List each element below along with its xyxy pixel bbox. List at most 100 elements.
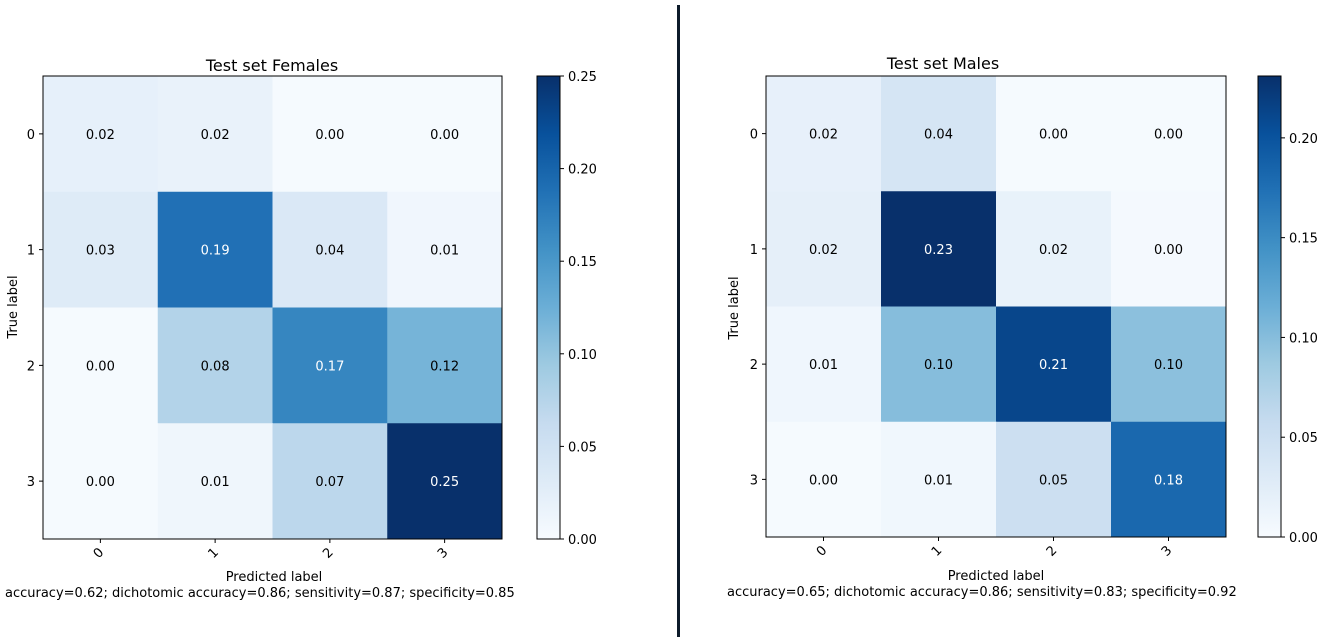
heatmap-cell [766,306,882,423]
cell-value-label: 0.23 [924,243,953,258]
colorbar-tick-label: 0.00 [568,533,597,548]
y-tick-label: 0 [750,128,758,143]
cell-value-label: 0.00 [86,359,115,374]
cell-value-label: 0.21 [1039,358,1068,373]
heatmap-cell [1111,191,1227,307]
heatmap-cell [272,423,388,540]
cell-value-label: 0.01 [924,473,953,488]
cell-value-label: 0.01 [809,358,838,373]
cell-value-label: 0.18 [1154,473,1183,488]
heatmap-cells [43,76,503,540]
cell-value-label: 0.00 [1039,128,1068,143]
heatmap-cell [43,307,159,424]
x-tick-label: 0 [814,543,830,559]
cell-value-label: 0.00 [430,128,459,143]
heatmap-cell [766,76,882,192]
cell-value-label: 0.02 [1039,243,1068,258]
cell-value-label: 0.02 [86,128,115,143]
cell-value-label: 0.10 [924,358,953,373]
colorbar-tick-label: 0.20 [568,163,597,178]
heatmap-cell [157,307,273,424]
y-tick-label: 1 [750,243,758,258]
cell-value-label: 0.05 [1039,473,1068,488]
heatmap-cell [43,191,159,308]
males-panel: Test set Males 0.02 0.04 0.00 0.00 0.02 0.23 0… [663,0,1325,642]
heatmap-cell [1111,421,1227,538]
heatmap-cell [272,76,388,193]
cell-value-label: 0.00 [1154,243,1183,258]
colorbar [536,75,561,540]
x-axis-label: Predicted label [226,570,323,585]
heatmap-cell [43,76,159,193]
y-tick-label: 3 [750,473,758,488]
cell-value-label: 0.01 [430,244,459,259]
x-tick-label: 3 [1159,543,1175,559]
heatmap-cell [272,307,388,424]
males-confusion-matrix: Test set Males 0.02 0.04 0.00 0.000.02 0.23 0… [727,54,1318,600]
heatmap-cell [157,191,273,308]
colorbar-tick-label: 0.10 [568,348,597,363]
cell-value-label: 0.00 [86,475,115,490]
colorbar-ticks: 0.00 0.05 0.10 0.15 0.20 [1281,132,1318,546]
cell-value-label: 0.08 [201,359,230,374]
x-axis-label: Predicted label [948,569,1045,584]
cell-labels: 0.02 0.04 0.00 0.00 0.02 0.23 0.02 0.00 0.01 0.10… [809,128,1183,489]
heatmap-cell [157,423,273,540]
heatmap-cell [43,423,159,540]
heatmap-cell [996,306,1112,423]
colorbar-tick-label: 0.15 [1289,232,1318,247]
cell-value-label: 0.02 [201,128,230,143]
plot-frame [42,75,503,540]
heatmap-cell [996,421,1112,538]
cell-value-label: 0.02 [809,243,838,258]
x-ticks: 0 1 2 3 [814,537,1175,560]
heatmap-cell [272,191,388,308]
cell-value-label: 0.03 [86,244,115,259]
heatmap-cell [1111,306,1227,423]
cell-value-label: 0.00 [809,473,838,488]
females-panel: Test set Females 0.02 0.02 0.00 0.00 0.03 0.1… [0,0,662,642]
chart-title: Test set Females [205,56,338,75]
heatmap-cell [387,307,503,424]
heatmap-cell [881,306,997,423]
x-ticks: 0 1 2 3 [91,539,451,562]
colorbar-tick-label: 0.05 [568,440,597,455]
x-tick-label: 1 [205,545,221,561]
heatmap-cell [1111,76,1227,192]
cell-value-label: 0.10 [1154,358,1183,373]
heatmap-cells [766,76,1227,538]
cell-value-label: 0.17 [315,359,344,374]
cell-value-label: 0.12 [430,359,459,374]
cell-value-label: 0.00 [315,128,344,143]
x-tick-label: 0 [91,545,107,561]
colorbar-tick-label: 0.20 [1289,132,1318,147]
colorbar-tick-label: 0.05 [1289,431,1318,446]
heatmap-cell [387,191,503,308]
y-tick-label: 2 [27,359,35,374]
x-tick-label: 2 [320,545,336,561]
colorbar-ticks: 0.00 0.05 0.10 0.15 0.20 0.25 [560,70,597,548]
cell-value-label: 0.19 [201,244,230,259]
y-ticks: 0 1 2 3 [750,128,766,488]
heatmap-cell [766,191,882,307]
y-tick-label: 3 [27,475,35,490]
heatmap-cell [157,76,273,193]
heatmap-cell [387,423,503,540]
heatmap-cell [881,191,997,307]
colorbar-tick-label: 0.25 [568,70,597,85]
heatmap-cell [766,421,882,538]
heatmap-cell [881,421,997,538]
x-tick-label: 3 [435,545,451,561]
y-tick-label: 1 [27,244,35,259]
heatmap-cell [387,76,503,193]
metrics-caption: accuracy=0.62; dichotomic accuracy=0.86;… [5,586,515,601]
cell-value-label: 0.01 [201,475,230,490]
colorbar-tick-label: 0.10 [1289,331,1318,346]
cell-labels: 0.02 0.02 0.00 0.00 0.03 0.19 0.04 0.01 0.00 0.08… [86,128,459,490]
heatmap-cell [996,76,1112,192]
colorbar-tick-label: 0.00 [1289,531,1318,546]
panel-divider [677,5,680,637]
y-axis-label: True label [6,275,21,339]
metrics-caption: accuracy=0.65; dichotomic accuracy=0.86;… [727,585,1237,600]
plot-frame [765,75,1227,538]
